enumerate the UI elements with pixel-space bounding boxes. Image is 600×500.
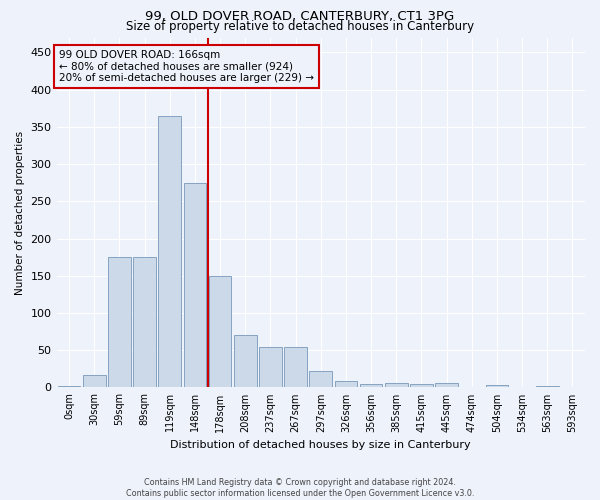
Bar (410, 384, 433, 388)
Bar (133, 257, 156, 388)
Text: Contains HM Land Registry data © Crown copyright and database right 2024.
Contai: Contains HM Land Registry data © Crown c… (126, 478, 474, 498)
Y-axis label: Number of detached properties: Number of detached properties (15, 130, 25, 294)
Text: 99 OLD DOVER ROAD: 166sqm
← 80% of detached houses are smaller (924)
20% of semi: 99 OLD DOVER ROAD: 166sqm ← 80% of detac… (59, 50, 314, 83)
Text: Size of property relative to detached houses in Canterbury: Size of property relative to detached ho… (126, 20, 474, 33)
Bar (58, 386, 80, 388)
Bar (234, 336, 257, 388)
Bar (108, 257, 131, 388)
Bar (536, 386, 559, 388)
Bar (385, 383, 407, 388)
Bar (485, 385, 508, 388)
Bar (310, 371, 332, 388)
Bar (83, 375, 106, 388)
Text: 99, OLD DOVER ROAD, CANTERBURY, CT1 3PG: 99, OLD DOVER ROAD, CANTERBURY, CT1 3PG (145, 10, 455, 23)
Bar (259, 347, 282, 388)
Bar (284, 347, 307, 388)
Bar (335, 380, 357, 388)
X-axis label: Distribution of detached houses by size in Canterbury: Distribution of detached houses by size … (170, 440, 471, 450)
Bar (158, 116, 181, 388)
Bar (184, 182, 206, 388)
Bar (360, 384, 382, 388)
Bar (209, 276, 232, 388)
Bar (435, 383, 458, 388)
